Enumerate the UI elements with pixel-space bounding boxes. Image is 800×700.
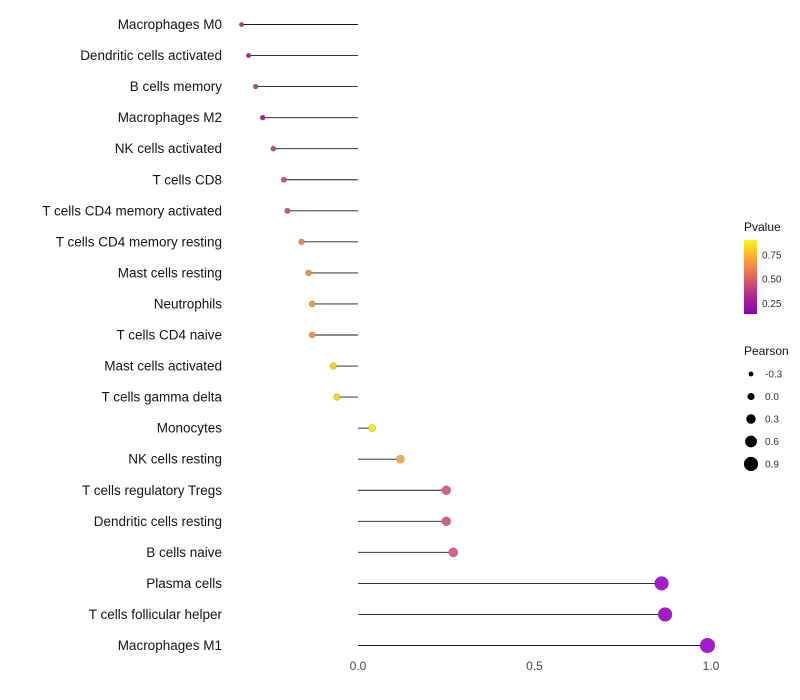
category-label: Monocytes — [157, 421, 223, 436]
pearson-size-dot — [743, 456, 759, 472]
category-label: Plasma cells — [146, 576, 222, 591]
category-label: T cells CD4 memory resting — [56, 234, 222, 249]
lollipop-dot — [441, 516, 452, 527]
lollipop-dot — [245, 52, 252, 59]
lollipop-dot — [270, 145, 277, 152]
lollipop-dot — [259, 114, 266, 121]
category-label: T cells follicular helper — [89, 607, 223, 622]
lollipop-dot — [333, 393, 341, 401]
lollipop-dot — [657, 607, 673, 622]
lollipop-dot — [238, 21, 245, 28]
lollipop-dot — [441, 485, 452, 496]
lollipop-dot — [448, 547, 459, 558]
pearson-size-label: 0.0 — [765, 392, 779, 403]
category-label: Macrophages M0 — [118, 17, 222, 32]
pearson-size-dot — [747, 392, 755, 401]
category-label: Macrophages M1 — [118, 638, 222, 653]
pearson-size-dot — [746, 414, 756, 424]
category-label: T cells CD4 memory activated — [42, 203, 222, 218]
lollipop-dot — [252, 83, 259, 90]
category-label: Neutrophils — [154, 296, 223, 311]
lollipop-dot — [284, 207, 291, 214]
lollipop-dot — [654, 576, 669, 591]
category-label: Macrophages M2 — [118, 110, 222, 125]
pearson-size-dot — [745, 435, 757, 448]
lollipop-dot — [308, 331, 316, 339]
pvalue-tick-label: 0.25 — [762, 299, 782, 310]
pvalue-legend-title: Pvalue — [744, 220, 781, 234]
pvalue-tick-label: 0.50 — [762, 275, 782, 286]
pvalue-tick-label: 0.75 — [762, 250, 782, 261]
pearson-size-label: 0.6 — [765, 437, 779, 448]
pearson-size-label: -0.3 — [765, 370, 783, 381]
lollipop-dot — [329, 362, 337, 370]
lollipop-dot — [699, 637, 716, 654]
category-label: Mast cells activated — [104, 359, 222, 374]
lollipop-dot — [298, 238, 305, 246]
pearson-size-label: 0.9 — [765, 460, 779, 471]
pearson-size-dot — [748, 371, 754, 377]
category-label: Mast cells resting — [118, 265, 222, 280]
pvalue-colorbar — [744, 240, 757, 314]
pearson-legend-title: Pearson — [744, 344, 789, 358]
category-label: T cells gamma delta — [101, 390, 222, 405]
category-label: T cells CD8 — [152, 172, 222, 187]
category-label: Dendritic cells resting — [94, 514, 222, 529]
x-tick-label: 0.5 — [526, 659, 543, 673]
category-label: T cells regulatory Tregs — [82, 483, 222, 498]
lollipop-dot — [305, 269, 312, 277]
x-tick-label: 1.0 — [703, 659, 720, 673]
category-label: Dendritic cells activated — [80, 48, 222, 63]
category-label: T cells CD4 naive — [116, 328, 222, 343]
lollipop-dot — [308, 300, 316, 308]
lollipop-dot — [396, 454, 405, 464]
pearson-size-label: 0.3 — [765, 415, 779, 426]
lollipop-dot — [280, 176, 287, 183]
category-label: B cells naive — [146, 545, 222, 560]
category-label: NK cells resting — [128, 452, 222, 467]
category-label: NK cells activated — [115, 141, 222, 156]
lollipop-dot — [368, 424, 377, 433]
x-tick-label: 0.0 — [350, 659, 367, 673]
category-label: B cells memory — [130, 79, 223, 94]
